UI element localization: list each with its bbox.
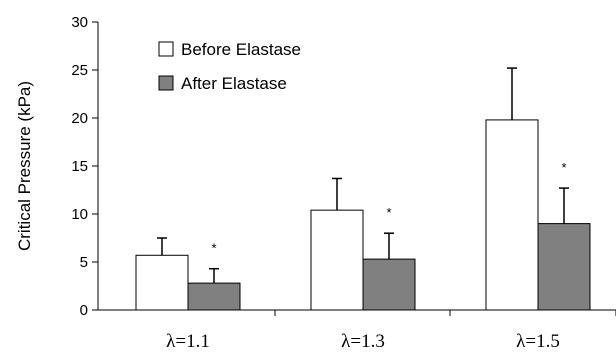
category-label: λ=1.5 bbox=[516, 331, 560, 352]
significance-star: * bbox=[211, 241, 216, 256]
y-tick-label: 10 bbox=[71, 206, 88, 223]
bar bbox=[362, 258, 416, 311]
bar bbox=[537, 223, 591, 311]
legend: Before Elastase After Elastase bbox=[158, 40, 301, 93]
y-tick-label: 0 bbox=[80, 302, 88, 319]
category-label: λ=1.1 bbox=[166, 331, 210, 352]
category-label: λ=1.3 bbox=[341, 331, 385, 352]
category-labels: λ=1.1 λ=1.3 λ=1.5 bbox=[166, 331, 560, 352]
x-axis-ticks bbox=[274, 310, 616, 316]
error-bars bbox=[157, 67, 569, 284]
legend-label: After Elastase bbox=[181, 74, 287, 93]
bar bbox=[135, 254, 189, 311]
y-tick-label: 20 bbox=[71, 110, 88, 127]
significance-star: * bbox=[561, 160, 566, 175]
legend-swatch bbox=[158, 75, 174, 91]
bars bbox=[135, 119, 591, 311]
significance-markers: * * * bbox=[211, 160, 566, 256]
bar bbox=[310, 209, 364, 311]
legend-swatch bbox=[158, 41, 174, 57]
significance-star: * bbox=[386, 205, 391, 220]
y-tick-label: 15 bbox=[71, 158, 88, 175]
y-tick-label: 5 bbox=[80, 254, 88, 271]
y-tick-label: 30 bbox=[71, 14, 88, 31]
y-tick-label: 25 bbox=[71, 62, 88, 79]
legend-label: Before Elastase bbox=[181, 40, 301, 59]
bar bbox=[187, 282, 241, 311]
bar bbox=[485, 119, 539, 311]
y-axis-title: Critical Pressure (kPa) bbox=[15, 81, 34, 251]
y-axis-ticks: 0 5 10 15 20 25 30 bbox=[71, 14, 98, 319]
